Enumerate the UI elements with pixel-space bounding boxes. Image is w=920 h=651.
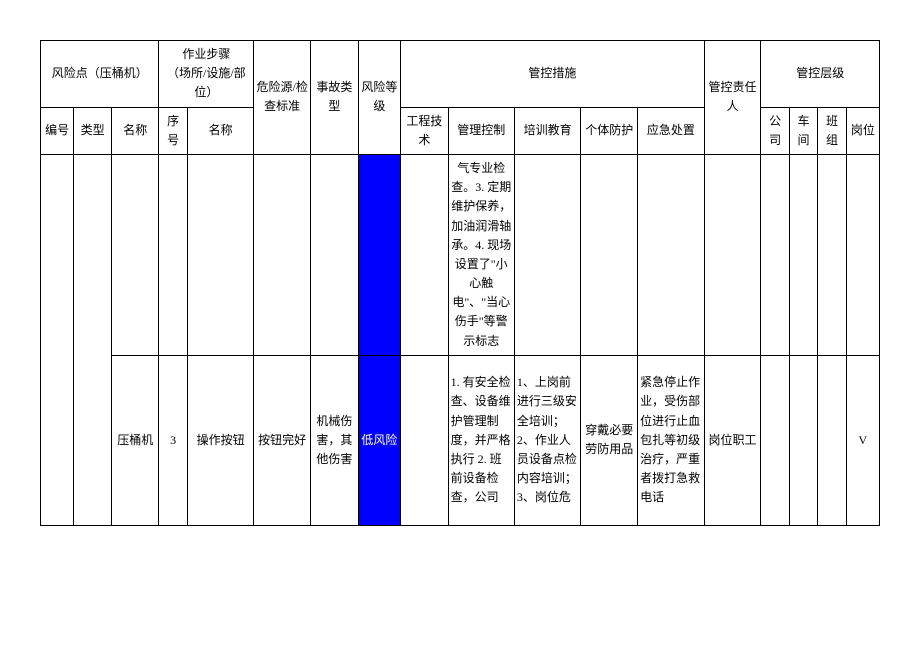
hdr-team: 班组 [818, 107, 846, 154]
table-row: 气专业检查。3. 定期维护保养，加油润滑轴承。4. 现场设置了"小心触电"、"当… [41, 154, 880, 355]
hdr-risk-point: 风险点（压桶机） [41, 41, 159, 108]
hdr-emergency: 应急处置 [638, 107, 704, 154]
table-header: 风险点（压桶机） 作业步骤 （场所/设施/部位） 危险源/检查标准 事故类型 风… [41, 41, 880, 155]
hdr-mgmt-ctrl: 管理控制 [448, 107, 514, 154]
cell-mgmt: 气专业检查。3. 定期维护保养，加油润滑轴承。4. 现场设置了"小心触电"、"当… [448, 154, 514, 355]
cell-accident [311, 154, 358, 355]
hdr-risk-level: 风险等级 [358, 41, 401, 155]
cell-type [74, 154, 112, 525]
hdr-company: 公司 [761, 107, 789, 154]
cell-train: 1、上岗前进行三级安全培训；2、作业人员设备点检内容培训；3、岗位危 [514, 355, 580, 525]
hdr-work-steps: 作业步骤 （场所/设施/部位） [159, 41, 254, 108]
cell-team [818, 355, 846, 525]
cell-train [514, 154, 580, 355]
hdr-training: 培训教育 [514, 107, 580, 154]
hdr-hazard-source: 危险源/检查标准 [254, 41, 311, 155]
cell-resp: 岗位职工 [704, 355, 761, 525]
cell-mgmt: 1. 有安全检查、设备维护管理制度，并严格执行 2. 班前设备检查，公司 [448, 355, 514, 525]
cell-risk [358, 154, 401, 355]
cell-emerg: 紧急停止作业，受伤部位进行止血包扎等初级治疗，严重者拨打急救电话 [638, 355, 704, 525]
cell-hazard [254, 154, 311, 355]
cell-seq: 3 [159, 355, 187, 525]
cell-shop [789, 355, 817, 525]
hdr-type: 类型 [74, 107, 112, 154]
cell-accident: 机械伤害，其他伤害 [311, 355, 358, 525]
cell-eng [401, 154, 448, 355]
cell-resp [704, 154, 761, 355]
hdr-step-name: 名称 [187, 107, 253, 154]
cell-step-name [187, 154, 253, 355]
cell-seq [159, 154, 187, 355]
cell-ppe: 穿戴必要劳防用品 [581, 355, 638, 525]
cell-name: 压桶机 [112, 355, 159, 525]
cell-post [846, 154, 879, 355]
cell-name [112, 154, 159, 355]
cell-shop [789, 154, 817, 355]
hdr-number: 编号 [41, 107, 74, 154]
cell-number [41, 154, 74, 525]
hdr-name: 名称 [112, 107, 159, 154]
cell-ppe [581, 154, 638, 355]
hdr-eng-tech: 工程技术 [401, 107, 448, 154]
cell-team [818, 154, 846, 355]
cell-co [761, 355, 789, 525]
hdr-accident-type: 事故类型 [311, 41, 358, 155]
table-row: 压桶机 3 操作按钮 按钮完好 机械伤害，其他伤害 低风险 1. 有安全检查、设… [41, 355, 880, 525]
hdr-responsible: 管控责任人 [704, 41, 761, 155]
hdr-seq: 序号 [159, 107, 187, 154]
risk-assessment-table: 风险点（压桶机） 作业步骤 （场所/设施/部位） 危险源/检查标准 事故类型 风… [40, 40, 880, 526]
cell-post: V [846, 355, 879, 525]
hdr-ppe: 个体防护 [581, 107, 638, 154]
cell-emerg [638, 154, 704, 355]
cell-step-name: 操作按钮 [187, 355, 253, 525]
cell-co [761, 154, 789, 355]
cell-eng [401, 355, 448, 525]
cell-hazard: 按钮完好 [254, 355, 311, 525]
hdr-post: 岗位 [846, 107, 879, 154]
hdr-workshop: 车间 [789, 107, 817, 154]
hdr-control-level: 管控层级 [761, 41, 880, 108]
cell-risk: 低风险 [358, 355, 401, 525]
hdr-control-measures: 管控措施 [401, 41, 704, 108]
